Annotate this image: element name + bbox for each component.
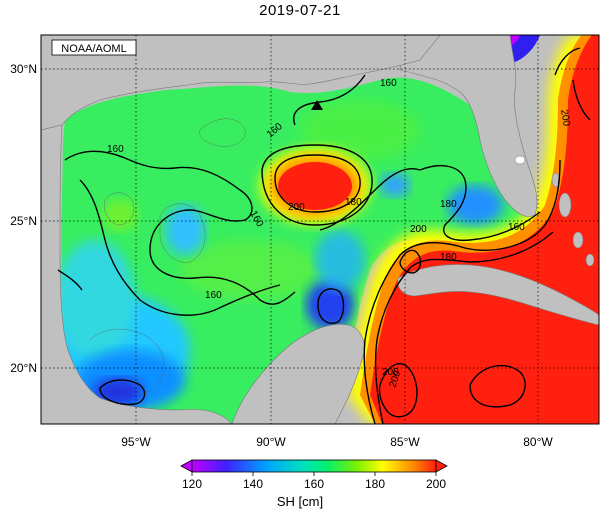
colorbar-tick: 180 — [365, 477, 385, 491]
lat-label: 25°N — [10, 214, 37, 228]
contour-lines — [57, 47, 591, 424]
lon-label: 80°W — [523, 435, 553, 449]
colorbar-low-arrow — [180, 459, 193, 473]
colorbar-high-arrow — [435, 459, 448, 473]
colorbar-label: SH [cm] — [276, 494, 324, 509]
contour-label: 180 — [345, 197, 362, 208]
yucatan-land — [231, 324, 365, 424]
mexico-land — [41, 124, 233, 424]
station-triangle-icon — [311, 100, 323, 110]
source-label: NOAA/AOML — [61, 43, 126, 55]
map-title: 2019-07-21 — [259, 2, 341, 19]
colorbar-tick: 140 — [243, 477, 263, 491]
cuba-land — [397, 264, 599, 326]
contour-label: 180 — [440, 252, 457, 263]
contour-label: 160 — [508, 222, 525, 233]
colorbar: 120 140 160 180 200 — [180, 459, 448, 491]
florida-land — [399, 35, 538, 217]
contour-label: 180 — [440, 199, 457, 210]
contour-label: 200 — [410, 224, 427, 235]
us-coast-land — [41, 35, 441, 131]
contour-label: 200 — [382, 367, 399, 378]
colorbar-tick: 120 — [182, 477, 202, 491]
contour-label: 160 — [380, 78, 397, 89]
lon-label: 95°W — [121, 435, 151, 449]
lon-label: 90°W — [256, 435, 286, 449]
lon-label: 85°W — [390, 435, 420, 449]
colorbar-tick: 160 — [304, 477, 324, 491]
lat-label: 30°N — [10, 62, 37, 76]
contour-label: 200 — [558, 109, 572, 128]
contour-label: 160 — [107, 144, 124, 155]
map-frame — [40, 34, 600, 425]
source-label-box — [51, 39, 137, 56]
lat-label: 20°N — [10, 361, 37, 375]
colorbar-bar — [191, 459, 437, 473]
lat-lon-grid — [41, 35, 599, 424]
colorbar-tick: 200 — [426, 477, 446, 491]
contour-label: 160 — [205, 290, 222, 301]
contour-label: 200 — [288, 202, 305, 213]
